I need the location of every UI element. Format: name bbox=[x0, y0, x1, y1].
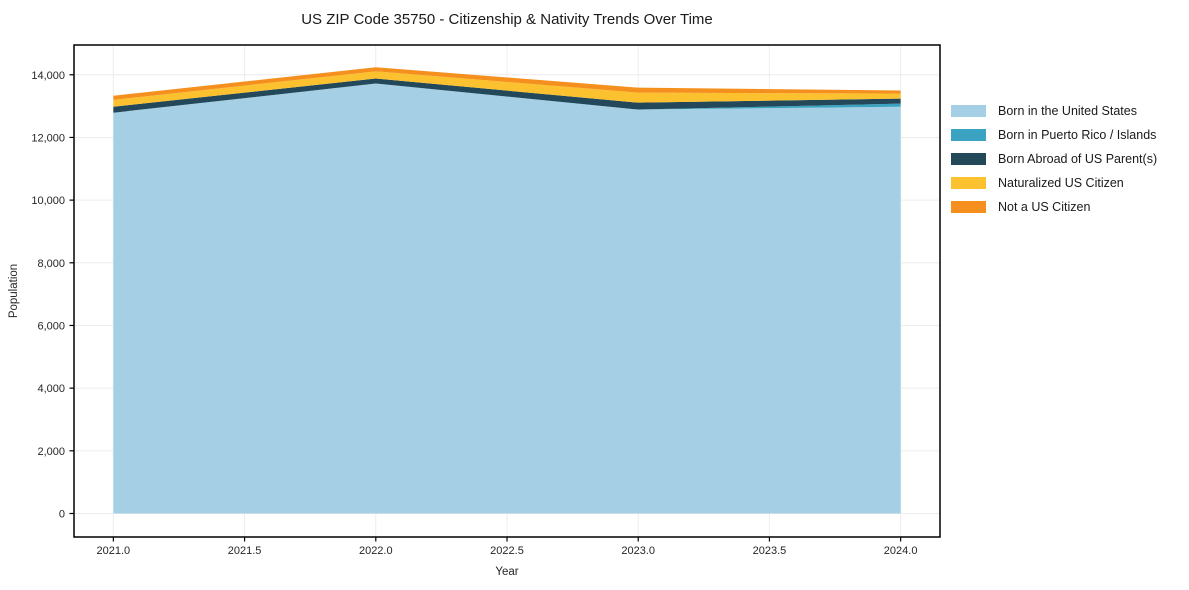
legend-swatch-icon bbox=[951, 105, 986, 117]
y-tick-label: 12,000 bbox=[31, 132, 65, 144]
legend-item-naturalized-us-citizen: Naturalized US Citizen bbox=[951, 176, 1157, 190]
x-tick-label: 2023.5 bbox=[753, 545, 787, 557]
x-tick-label: 2023.0 bbox=[621, 545, 655, 557]
area-born-abroad-of-us-parent-s bbox=[113, 78, 901, 113]
legend-swatch-icon bbox=[951, 129, 986, 141]
legend-label: Born Abroad of US Parent(s) bbox=[998, 152, 1158, 166]
x-tick-label: 2024.0 bbox=[884, 545, 918, 557]
x-tick-label: 2022.5 bbox=[490, 545, 524, 557]
area-not-a-us-citizen bbox=[113, 67, 901, 100]
legend-swatch-icon bbox=[951, 177, 986, 189]
chart-title: US ZIP Code 35750 - Citizenship & Nativi… bbox=[301, 11, 713, 28]
area-born-in-the-united-states bbox=[113, 83, 901, 514]
y-tick-label: 10,000 bbox=[31, 195, 65, 207]
legend: Born in the United States Born in Puerto … bbox=[951, 104, 1157, 224]
stacked-areas bbox=[113, 67, 901, 514]
legend-label: Naturalized US Citizen bbox=[998, 176, 1124, 190]
y-tick-label: 14,000 bbox=[31, 70, 65, 82]
y-axis-label: Population bbox=[8, 264, 20, 318]
legend-label: Born in Puerto Rico / Islands bbox=[998, 128, 1157, 142]
legend-swatch-icon bbox=[951, 153, 986, 165]
legend-swatch-icon bbox=[951, 201, 986, 213]
axes bbox=[69, 44, 941, 542]
y-tick-label: 2,000 bbox=[37, 446, 65, 458]
x-tick-label: 2022.0 bbox=[359, 545, 393, 557]
y-tick-label: 0 bbox=[59, 508, 65, 520]
legend-label: Not a US Citizen bbox=[998, 200, 1091, 214]
tick-labels: 2021.0 2021.5 2022.0 2022.5 2023.0 2023.5 2024… bbox=[31, 70, 917, 557]
legend-item-not-a-us-citizen: Not a US Citizen bbox=[951, 200, 1157, 214]
y-tick-label: 4,000 bbox=[37, 383, 65, 395]
legend-item-born-in-puerto-rico-islands: Born in Puerto Rico / Islands bbox=[951, 128, 1157, 142]
legend-item-born-abroad-of-us-parent-s: Born Abroad of US Parent(s) bbox=[951, 152, 1157, 166]
legend-item-born-in-the-united-states: Born in the United States bbox=[951, 104, 1157, 118]
y-tick-label: 8,000 bbox=[37, 258, 65, 270]
x-axis-label: Year bbox=[495, 566, 518, 578]
x-tick-label: 2021.5 bbox=[228, 545, 262, 557]
y-tick-label: 6,000 bbox=[37, 320, 65, 332]
legend-label: Born in the United States bbox=[998, 104, 1137, 118]
area-naturalized-us-citizen bbox=[113, 71, 901, 107]
x-tick-label: 2021.0 bbox=[97, 545, 131, 557]
